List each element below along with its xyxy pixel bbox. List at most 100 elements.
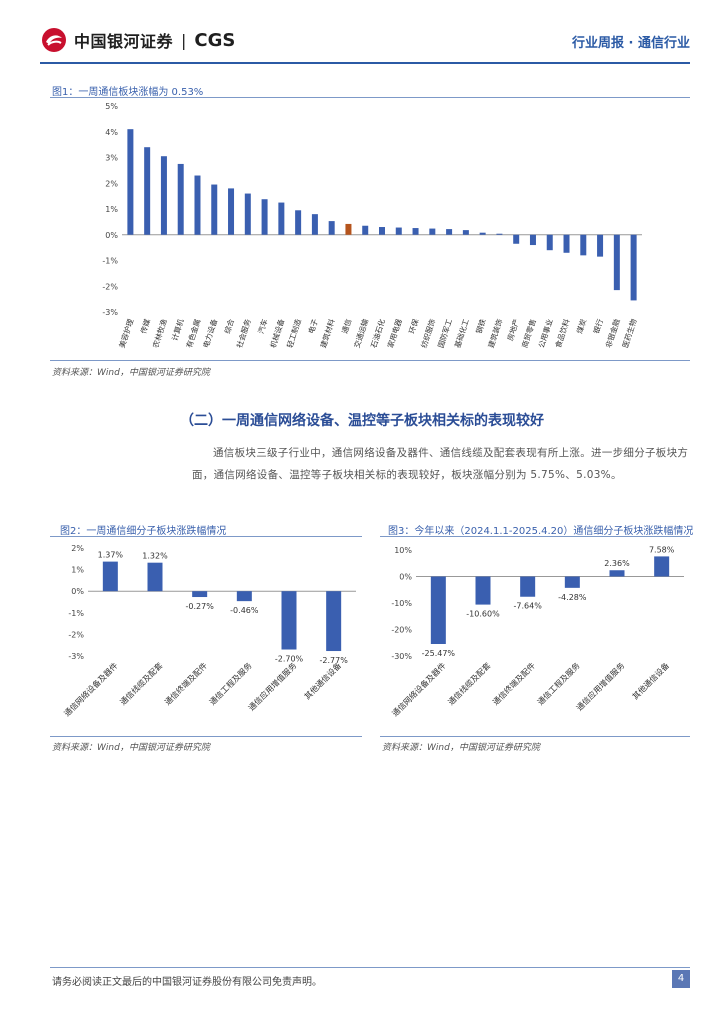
category-label: 轻工制造 xyxy=(284,317,303,349)
y-tick-label: -1% xyxy=(68,609,84,618)
y-tick-label: 2% xyxy=(71,544,84,553)
category-label: 环保 xyxy=(407,317,420,335)
category-label: 国防军工 xyxy=(435,317,454,349)
bar xyxy=(496,233,503,235)
category-label: 通信工程及服务 xyxy=(535,660,582,707)
data-label: -2.77% xyxy=(320,656,349,665)
page-number: 4 xyxy=(672,970,690,988)
category-label: 汽车 xyxy=(255,317,269,335)
bar xyxy=(546,234,553,251)
bar xyxy=(211,184,218,235)
fig3-source: 资料来源：Wind，中国银河证券研究院 xyxy=(382,743,540,753)
category-label: 食品饮料 xyxy=(553,317,572,349)
fig1-bottom-rule xyxy=(50,360,690,361)
fig1-source: 资料来源：Wind，中国银河证券研究院 xyxy=(52,368,210,378)
category-label: 计算机 xyxy=(169,317,186,342)
bar xyxy=(144,147,151,235)
category-label: 电力设备 xyxy=(200,317,219,349)
bar xyxy=(236,591,252,602)
logo: 中国银河证券 | CGS xyxy=(40,26,235,54)
bar xyxy=(194,175,201,235)
fig1-title: 图1：一周通信板块涨幅为 0.53% xyxy=(52,87,204,98)
category-label: 煤炭 xyxy=(574,317,588,335)
bar xyxy=(261,199,268,235)
bar xyxy=(160,156,167,235)
fig3-title-rule xyxy=(380,536,690,537)
category-label: 社会服务 xyxy=(234,317,253,349)
bar xyxy=(520,576,536,597)
bar xyxy=(613,234,620,291)
logo-text: 中国银河证券 xyxy=(74,32,174,51)
fig2-title: 图2：一周通信细分子板块涨跌幅情况 xyxy=(60,526,227,537)
fig2-bottom-rule xyxy=(50,736,362,737)
category-label: 通信线缆及配套 xyxy=(118,660,165,707)
fig2-chart: 2% 1% 0% -1% -2% -3% 1.37% 通信网络设备及器件 1.32% 通信线缆及配… xyxy=(62,544,356,718)
footer-divider xyxy=(50,967,690,968)
y-tick-label: -20% xyxy=(391,626,412,635)
header-title: 行业周报 · 通信行业 xyxy=(572,36,690,51)
y-tick-label: -3% xyxy=(102,308,118,317)
y-tick-label: -2% xyxy=(102,282,118,291)
bar xyxy=(362,225,369,235)
category-label: 通信应用增值服务 xyxy=(574,660,626,712)
fig3-title: 图3：今年以来（2024.1.1-2025.4.20）通信细分子板块涨跌幅情况 xyxy=(388,526,694,537)
bar xyxy=(564,576,580,588)
category-label: 交通运输 xyxy=(351,317,370,349)
category-label: 有色金属 xyxy=(184,318,203,350)
data-label: 7.58% xyxy=(649,545,675,554)
bar xyxy=(295,210,302,235)
galaxy-logo-icon xyxy=(42,28,66,52)
bar xyxy=(278,202,285,235)
bar xyxy=(102,561,118,592)
bar xyxy=(475,576,491,605)
category-label: 机械设备 xyxy=(267,317,286,349)
bar xyxy=(479,232,486,235)
y-tick-label: -1% xyxy=(102,257,118,266)
data-label: -4.28% xyxy=(558,593,587,602)
fig2-title-rule xyxy=(50,536,362,537)
bar xyxy=(446,229,453,235)
bar xyxy=(597,234,604,257)
y-tick-label: 4% xyxy=(105,128,118,137)
category-label: 房地产 xyxy=(505,318,521,342)
fig3-bottom-rule xyxy=(380,736,690,737)
bar xyxy=(177,163,184,235)
category-label: 非银金融 xyxy=(603,317,622,349)
bar xyxy=(412,228,419,235)
y-tick-label: 5% xyxy=(105,102,118,111)
data-label: -0.27% xyxy=(186,602,215,611)
category-label: 电子 xyxy=(306,317,320,335)
header-divider xyxy=(40,62,690,64)
bar xyxy=(311,214,318,235)
bar xyxy=(326,591,342,652)
section-title: （二）一周通信网络设备、温控等子板块相关标的表现较好 xyxy=(180,413,544,429)
category-label: 其他通信设备 xyxy=(302,660,343,701)
category-label: 钢铁 xyxy=(473,317,487,335)
category-label: 通信终端及配件 xyxy=(162,660,209,707)
category-label: 基础化工 xyxy=(452,317,471,349)
bar xyxy=(147,562,163,592)
bar xyxy=(379,227,385,235)
section-paragraph: 通信板块三级子行业中，通信网络设备及器件、通信线缆及配套表现有所上涨。进一步细分… xyxy=(192,447,689,481)
y-tick-label: 10% xyxy=(394,546,412,555)
data-label: -7.64% xyxy=(514,602,543,611)
bar xyxy=(127,129,134,235)
category-label: 通信应用增值服务 xyxy=(246,660,298,712)
data-label: 1.32% xyxy=(142,552,168,561)
category-label: 通信线缆及配套 xyxy=(446,660,493,707)
category-label: 综合 xyxy=(222,317,236,335)
category-label: 家用电器 xyxy=(385,317,404,349)
bar xyxy=(462,230,469,235)
category-label: 建筑装饰 xyxy=(486,317,505,349)
data-label: 1.37% xyxy=(98,551,124,560)
bar xyxy=(244,193,251,235)
fig1-title-rule xyxy=(50,97,690,98)
data-label: 2.36% xyxy=(604,559,630,568)
category-label: 公用事业 xyxy=(536,317,555,349)
category-label: 通信工程及服务 xyxy=(207,660,254,707)
bar xyxy=(228,188,235,235)
y-tick-label: -30% xyxy=(391,652,412,661)
category-label: 建筑材料 xyxy=(318,317,337,349)
category-label: 农林牧渔 xyxy=(150,317,169,349)
bar xyxy=(580,234,587,256)
